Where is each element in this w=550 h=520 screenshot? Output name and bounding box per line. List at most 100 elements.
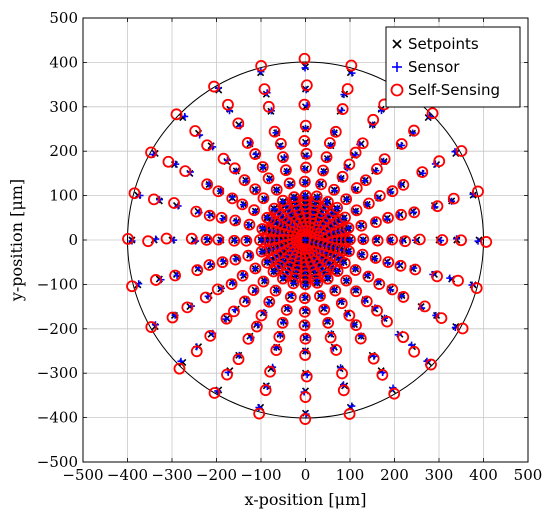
self-sensing-mark [456,322,469,335]
self-sensing-mark [300,147,313,160]
self-sensing-mark [357,233,370,246]
self-sensing-mark [217,152,230,165]
self-sensing-mark [298,292,311,305]
self-sensing-mark [362,270,375,283]
sensor-mark [181,112,189,120]
self-sensing-mark [320,151,333,164]
self-sensing-mark [242,249,255,262]
self-sensing-mark [299,234,312,246]
sensor-mark [348,402,356,410]
sensor-mark [257,236,265,244]
self-sensing-mark [185,232,198,245]
y-tick-label: −100 [37,275,78,293]
self-sensing-mark [221,368,233,381]
y-tick-label: 0 [68,231,78,249]
sensor-mark [361,177,369,185]
sensor-mark [276,331,284,339]
self-sensing-mark [191,264,204,277]
self-sensing-mark [395,208,407,221]
sensor-mark [337,174,345,182]
self-sensing-mark [212,185,225,198]
self-sensing-mark [190,205,203,218]
self-sensing-mark [356,137,369,150]
self-sensing-mark [331,265,344,277]
self-sensing-mark [276,316,289,329]
self-sensing-mark [386,283,399,296]
sensor-mark [359,236,367,244]
legend-label-self-sensing: Self-Sensing [408,81,500,99]
self-sensing-mark [268,202,281,215]
self-sensing-mark [382,211,394,224]
x-axis-title: x-position [μm] [245,490,367,509]
self-sensing-mark [359,174,372,187]
sensor-mark [290,279,298,287]
sensor-mark [258,224,266,232]
sensor-mark [320,168,328,176]
sensor-mark [302,236,309,244]
self-sensing-mark [299,391,312,403]
sensor-mark [228,193,236,201]
sensor-mark [254,321,262,329]
sensor-mark [286,181,294,189]
sensor-mark [301,293,309,301]
legend-box [385,26,521,108]
sensor-mark [410,264,418,272]
self-sensing-mark [228,234,241,247]
sensor-mark [333,267,341,275]
sensor-mark [261,195,269,203]
self-sensing-mark [204,329,217,342]
self-sensing-mark [397,291,410,303]
sensor-mark [258,248,266,256]
self-sensing-mark [343,408,356,420]
self-sensing-mark [299,349,312,361]
sensor-mark [283,167,291,175]
sensor-mark [219,215,227,223]
x-tick-label: 300 [425,466,454,484]
legend-label-setpoints: Setpoints [408,35,479,53]
sensor-mark [245,221,253,229]
x-tick-label: 100 [336,466,365,484]
self-sensing-mark [370,216,382,229]
sensor-mark [263,214,271,222]
self-sensing-mark [277,151,289,164]
y-tick-label: 500 [49,9,78,27]
sensor-mark [301,64,309,72]
sensor-mark [206,211,214,219]
sensor-mark [206,260,214,268]
sensor-mark [340,214,348,222]
self-sensing-mark [298,175,311,188]
sensor-mark [342,276,350,284]
self-sensing-mark [220,312,233,325]
self-sensing-mark [277,194,289,207]
self-sensing-mark [270,183,283,196]
self-sensing-mark [310,190,323,203]
self-sensing-mark [447,192,460,205]
self-sensing-mark [274,137,287,150]
self-sensing-mark [247,284,260,297]
sensor-mark [290,194,298,202]
self-sensing-mark [300,79,313,92]
self-sensing-mark [298,135,311,147]
self-sensing-mark [145,321,158,333]
sensor-mark [231,306,239,314]
self-sensing-mark [418,300,431,313]
sensor-mark [338,298,346,306]
self-sensing-mark [367,113,380,126]
self-sensing-mark [413,233,426,246]
self-sensing-mark [269,284,282,297]
sensor-mark [279,318,287,326]
sensor-mark [330,128,338,136]
self-sensing-mark [243,218,256,231]
sensor-mark [226,107,234,115]
sensor-mark [345,248,353,256]
sensor-mark [272,129,280,137]
sensor-mark [302,281,310,289]
self-sensing-mark [315,178,327,191]
sensor-mark [229,279,237,287]
sensor-mark [279,274,287,282]
self-sensing-mark [350,319,362,332]
self-sensing-mark [397,331,410,344]
self-sensing-mark [216,256,229,269]
self-sensing-mark [321,195,334,208]
self-sensing-mark [470,282,483,294]
